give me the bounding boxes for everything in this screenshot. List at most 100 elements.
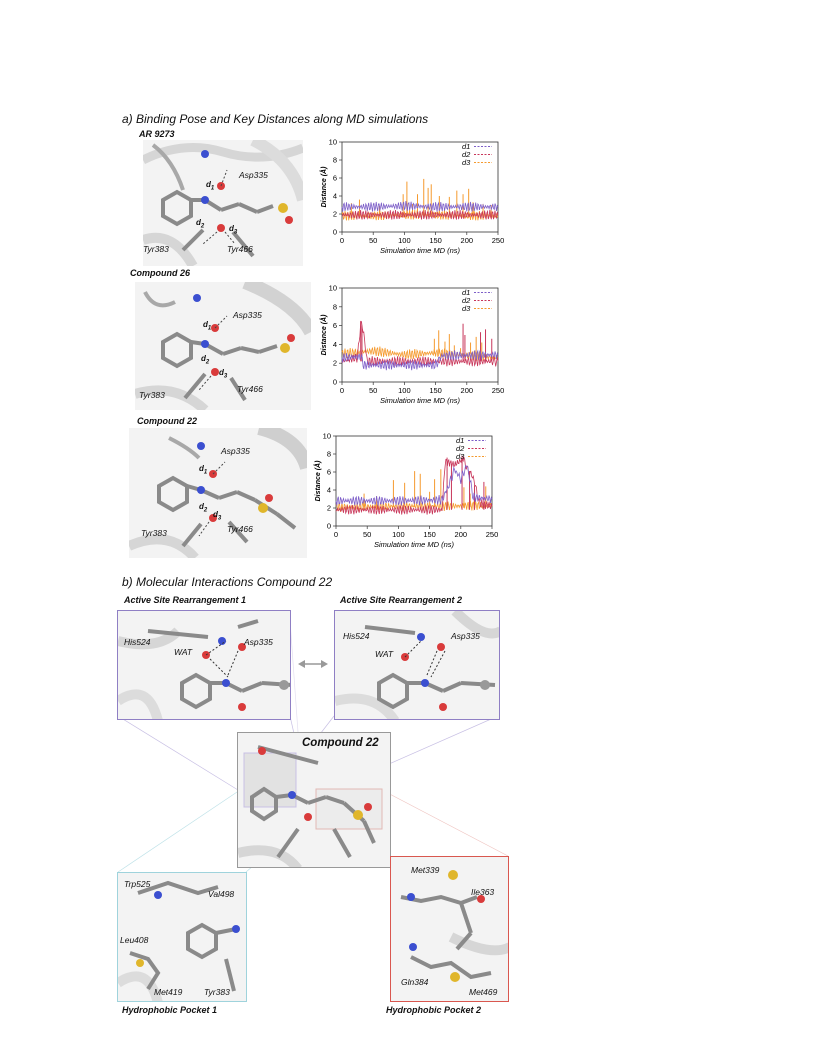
x-tick-label: 150 bbox=[423, 530, 436, 539]
x-tick-label: 0 bbox=[334, 530, 338, 539]
y-tick-label: 2 bbox=[327, 504, 331, 513]
x-tick-label: 100 bbox=[398, 236, 411, 245]
residue-label-gln384: Gln384 bbox=[401, 977, 429, 987]
binding-pose-svg-1 bbox=[143, 140, 303, 266]
water-label: WAT bbox=[375, 649, 394, 659]
residue-label-met469: Met469 bbox=[469, 987, 498, 997]
distance-chart-1: 0 50 100 150 200 250 0 2 4 6 8 10 Simulation time MD… bbox=[319, 138, 505, 256]
residue-label-tyr383: Tyr383 bbox=[139, 390, 165, 400]
x-axis-label: Simulation time MD (ns) bbox=[380, 396, 461, 405]
distance-chart-2: 0 50 100 150 200 250 0 2 4 6 8 10 Simulation time MD… bbox=[319, 284, 505, 406]
compound-22-center-panel: Compound 22 bbox=[237, 732, 391, 868]
distance-label-d3: d3 bbox=[229, 224, 238, 236]
residue-label-met419: Met419 bbox=[154, 987, 183, 997]
residue-label-asp335: Asp335 bbox=[221, 446, 250, 456]
legend-label-d1: d1 bbox=[462, 288, 470, 297]
residue-label-tyr466: Tyr466 bbox=[227, 524, 253, 534]
compound-title-3: Compound 22 bbox=[137, 416, 197, 426]
residue-label-ile363: Ile363 bbox=[471, 887, 495, 897]
residue-label-leu408: Leu408 bbox=[120, 935, 149, 945]
plot-frame bbox=[341, 141, 499, 233]
residue-label-asp335: Asp335 bbox=[244, 637, 273, 647]
x-tick-label: 150 bbox=[429, 386, 442, 395]
water-label: WAT bbox=[174, 647, 193, 657]
binding-pose-image-1: Asp335 Tyr383 Tyr466 d1 d2 d3 bbox=[143, 140, 303, 266]
hydrophobic-pocket-2-svg bbox=[400, 870, 508, 982]
distance-label-d3: d3 bbox=[213, 510, 222, 522]
x-tick-label: 200 bbox=[455, 530, 468, 539]
y-tick-label: 0 bbox=[333, 378, 337, 387]
x-tick-label: 250 bbox=[492, 386, 505, 395]
x-tick-label: 250 bbox=[492, 236, 505, 245]
residue-label-tyr466: Tyr466 bbox=[237, 384, 263, 394]
distance-label-d1: d1 bbox=[203, 320, 212, 332]
y-axis-label: Distance (Å) bbox=[319, 314, 328, 356]
rearrangement-1-svg bbox=[118, 619, 290, 719]
section-b-title: b) Molecular Interactions Compound 22 bbox=[122, 575, 333, 589]
binding-pose-svg-2 bbox=[135, 282, 311, 410]
distance-label-d2: d2 bbox=[196, 218, 205, 230]
hydrophobic-pocket-1-title: Hydrophobic Pocket 1 bbox=[122, 1005, 218, 1015]
binding-pose-image-2: Asp335 Tyr383 Tyr466 d1 d2 d3 bbox=[135, 282, 311, 410]
y-tick-label: 8 bbox=[333, 156, 337, 165]
y-tick-label: 2 bbox=[333, 359, 337, 368]
y-tick-label: 6 bbox=[333, 174, 337, 183]
y-tick-label: 6 bbox=[327, 468, 331, 477]
legend-label-d1: d1 bbox=[462, 142, 470, 151]
distance-chart-3: 0 50 100 150 200 250 0 2 4 6 8 10 Simulation time MD… bbox=[313, 432, 499, 550]
residue-label-asp335: Asp335 bbox=[239, 170, 268, 180]
section-a-title: a) Binding Pose and Key Distances along … bbox=[122, 112, 429, 126]
distance-label-d2: d2 bbox=[201, 354, 210, 366]
distance-label-d3: d3 bbox=[219, 368, 228, 380]
hydrophobic-pocket-1-svg bbox=[118, 880, 240, 1001]
hydrophobic-pocket-2-title: Hydrophobic Pocket 2 bbox=[386, 1005, 482, 1015]
x-tick-label: 200 bbox=[461, 236, 474, 245]
compound-22-center-title: Compound 22 bbox=[302, 737, 379, 749]
legend-label-d3: d3 bbox=[462, 304, 471, 313]
x-tick-label: 100 bbox=[392, 530, 405, 539]
plot-frame bbox=[341, 287, 499, 383]
x-tick-label: 250 bbox=[486, 530, 499, 539]
legend-label-d3: d3 bbox=[462, 158, 471, 167]
residue-label-tyr383: Tyr383 bbox=[204, 987, 230, 997]
legend-label-d2: d2 bbox=[462, 150, 471, 159]
rearrangement-1-panel: His524 Asp335 WAT bbox=[117, 610, 291, 720]
series-d1 bbox=[341, 201, 499, 212]
x-axis-label: Simulation time MD (ns) bbox=[380, 246, 461, 255]
compound-title-2: Compound 26 bbox=[130, 268, 190, 278]
series-line-d1 bbox=[335, 464, 493, 506]
y-tick-label: 4 bbox=[333, 192, 337, 201]
x-tick-label: 0 bbox=[340, 386, 344, 395]
residue-label-asp335: Asp335 bbox=[233, 310, 262, 320]
legend-label-d2: d2 bbox=[456, 444, 465, 453]
distance-label-d1: d1 bbox=[206, 180, 215, 192]
residue-label-trp525: Trp525 bbox=[124, 879, 151, 889]
distance-label-d1: d1 bbox=[199, 464, 208, 476]
y-tick-label: 10 bbox=[323, 432, 331, 441]
series-line-d2 bbox=[341, 209, 499, 220]
series-d2 bbox=[341, 209, 499, 220]
y-tick-label: 10 bbox=[329, 284, 337, 293]
y-tick-label: 4 bbox=[333, 340, 337, 349]
distance-label-d2: d2 bbox=[199, 502, 208, 514]
residue-label-his524: His524 bbox=[124, 637, 151, 647]
x-tick-label: 50 bbox=[369, 386, 377, 395]
y-tick-label: 8 bbox=[333, 302, 337, 311]
x-tick-label: 50 bbox=[363, 530, 371, 539]
rearrangement-2-svg bbox=[335, 611, 499, 719]
y-tick-label: 0 bbox=[327, 522, 331, 531]
x-tick-label: 200 bbox=[461, 386, 474, 395]
binding-pose-image-3: Asp335 Tyr383 Tyr466 d1 d2 d3 bbox=[129, 428, 307, 558]
residue-label-val498: Val498 bbox=[208, 889, 235, 899]
series-d1 bbox=[341, 349, 499, 371]
residue-label-tyr383: Tyr383 bbox=[141, 528, 167, 538]
compound-title-1: AR 9273 bbox=[139, 129, 175, 139]
hydrophobic-pocket-2-panel: Met339 Ile363 Gln384 Met469 bbox=[390, 856, 509, 1002]
hydrophobic-pocket-1-panel: Trp525 Val498 Leu408 Met419 Tyr383 bbox=[117, 872, 247, 1002]
x-axis-label: Simulation time MD (ns) bbox=[374, 540, 455, 549]
rearrangement-2-panel: His524 Asp335 WAT bbox=[334, 610, 500, 720]
y-tick-label: 4 bbox=[327, 486, 331, 495]
residue-label-asp335: Asp335 bbox=[451, 631, 480, 641]
rearrangement-1-title: Active Site Rearrangement 1 bbox=[124, 595, 247, 605]
swap-arrow bbox=[298, 660, 328, 668]
